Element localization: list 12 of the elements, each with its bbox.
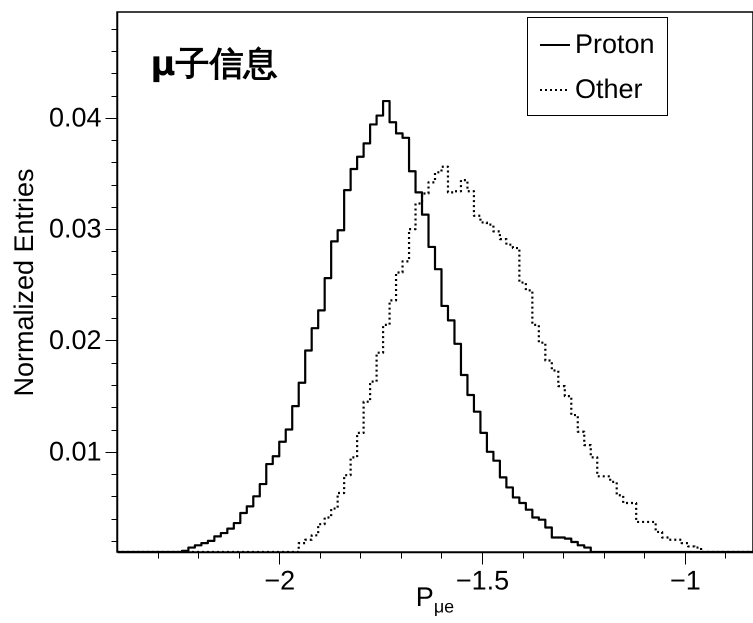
y-tick-label: 0.02 [48,324,102,355]
y-axis-title: Normalized Entries [8,168,39,397]
x-tick-label: −2 [264,566,296,596]
legend-label: Proton [575,29,655,59]
x-axis-title: P$_{μe}$ [416,582,454,616]
text: μ子信息 [150,44,278,84]
legend-label: Other [575,74,643,104]
y-tick-label: 0.04 [48,102,102,132]
y-tick-label: 0.03 [48,214,102,244]
x-tick-label: −1.5 [456,566,510,596]
y-tick-label: 0.01 [48,436,102,466]
x-tick-label: −1 [670,566,701,596]
